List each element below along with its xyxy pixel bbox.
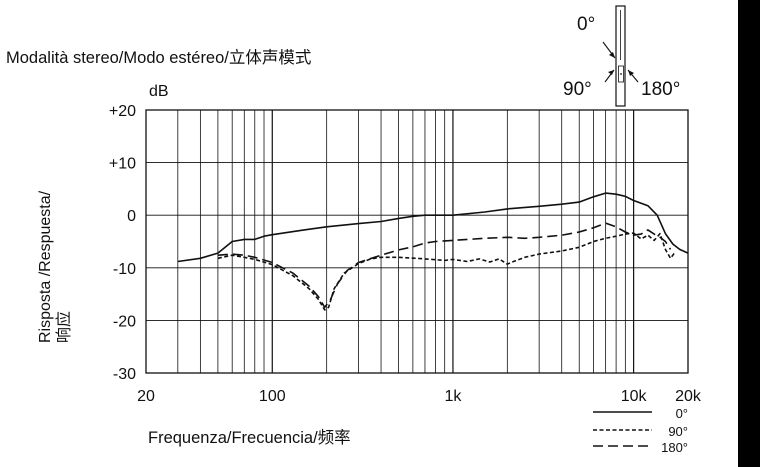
- y-tick-label: +20: [109, 103, 136, 120]
- polar-label-90: 90°: [563, 79, 592, 100]
- right-edge-bar: [738, 0, 760, 467]
- legend-label: 180°: [661, 440, 688, 455]
- grid: [146, 110, 688, 373]
- arrow-90deg-head: [608, 70, 614, 75]
- x-tick-label: 100: [259, 388, 286, 405]
- polar-label-180: 180°: [641, 79, 681, 100]
- legend-label: 90°: [668, 424, 688, 439]
- polar-label-0: 0°: [577, 14, 596, 35]
- x-tick-label: 20k: [675, 388, 702, 405]
- y-tick-label: -30: [113, 366, 136, 383]
- plot-frame: [145, 109, 689, 374]
- x-axis-label: Frequenza/Frecuencia/频率: [148, 429, 351, 447]
- y-tick-label: +10: [109, 156, 136, 173]
- microphone-polar-diagram: [602, 5, 639, 107]
- chart-title: Modalità stereo/Modo estéreo/立体声模式: [6, 49, 312, 67]
- series-line-180deg: [217, 222, 672, 309]
- legend: 0° 90°180°: [593, 406, 688, 455]
- series-lines: [177, 192, 689, 311]
- arrow-0deg-head: [609, 52, 615, 58]
- x-tick-label: 20: [137, 388, 155, 405]
- y-tick-label: -10: [113, 261, 136, 278]
- legend-label: 0°: [676, 406, 688, 421]
- series-line-0deg: [177, 192, 689, 263]
- y-tick-label: 0: [127, 208, 136, 225]
- y-unit-label: dB: [149, 83, 169, 100]
- microphone-body: [615, 5, 626, 107]
- x-tick-label: 1k: [444, 388, 462, 405]
- y-tick-label: -20: [113, 313, 136, 330]
- series-line-90deg: [217, 232, 676, 311]
- arrow-180deg-head: [628, 70, 634, 76]
- capsule-dot: [620, 73, 622, 75]
- x-tick-label: 10k: [621, 388, 648, 405]
